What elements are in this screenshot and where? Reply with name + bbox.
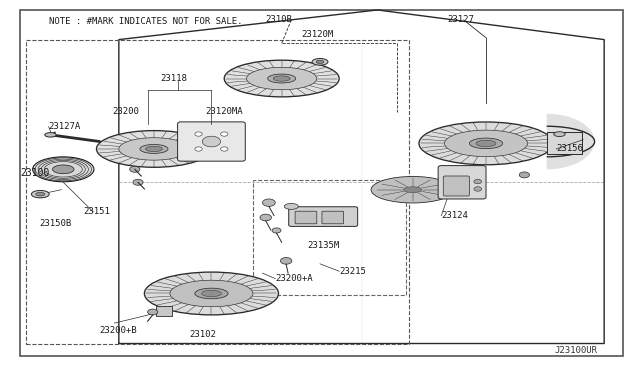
Circle shape [130,166,140,172]
Ellipse shape [316,60,324,64]
Ellipse shape [119,138,189,160]
Circle shape [221,147,228,151]
Ellipse shape [371,176,454,203]
FancyBboxPatch shape [438,166,486,199]
Text: 23200+A: 23200+A [275,274,313,283]
Text: 23120MA: 23120MA [205,108,243,116]
Ellipse shape [145,272,278,315]
Ellipse shape [268,74,296,83]
Circle shape [148,309,158,315]
Text: 23151: 23151 [84,208,111,217]
Ellipse shape [202,136,221,147]
Text: 23215: 23215 [339,267,366,276]
Ellipse shape [195,288,228,299]
Text: NOTE : #MARK INDICATES NOT FOR SALE.: NOTE : #MARK INDICATES NOT FOR SALE. [49,17,242,26]
Text: 23200+B: 23200+B [100,326,138,335]
Ellipse shape [246,67,317,90]
Text: 23156: 23156 [556,144,583,153]
Ellipse shape [476,140,496,147]
Ellipse shape [33,157,94,182]
Text: 23100: 23100 [20,168,49,178]
Circle shape [474,179,481,184]
Ellipse shape [312,58,328,65]
FancyBboxPatch shape [156,306,172,317]
Circle shape [474,187,481,191]
Ellipse shape [284,203,298,209]
Ellipse shape [45,133,56,137]
Circle shape [272,228,281,233]
Text: 23150B: 23150B [39,219,71,228]
Ellipse shape [419,122,553,165]
Circle shape [195,132,202,136]
Text: J23100UR: J23100UR [555,346,598,355]
Text: 23118: 23118 [161,74,188,83]
Ellipse shape [445,130,527,157]
Ellipse shape [140,144,168,153]
Circle shape [519,172,529,178]
FancyBboxPatch shape [547,132,582,154]
Text: 2310B: 2310B [266,15,292,24]
Circle shape [133,179,143,185]
FancyBboxPatch shape [444,176,469,196]
Ellipse shape [36,192,45,196]
Text: 23135M: 23135M [307,241,339,250]
FancyBboxPatch shape [322,211,344,224]
Text: 23127: 23127 [448,15,475,24]
Circle shape [280,257,292,264]
Circle shape [195,147,202,151]
Circle shape [262,199,275,206]
Ellipse shape [469,138,502,149]
Bar [26,39,410,343]
FancyBboxPatch shape [295,211,317,224]
Ellipse shape [224,60,339,97]
Ellipse shape [52,165,74,174]
Ellipse shape [170,280,253,307]
Ellipse shape [202,290,221,296]
Text: 23200: 23200 [113,108,140,116]
Ellipse shape [273,76,290,81]
Text: 23124: 23124 [442,211,468,220]
Ellipse shape [145,146,163,152]
Circle shape [221,132,228,136]
FancyBboxPatch shape [289,207,358,227]
FancyBboxPatch shape [177,122,245,161]
Ellipse shape [554,132,565,137]
Ellipse shape [403,187,422,193]
Text: 23120M: 23120M [301,29,333,39]
Text: 23102: 23102 [189,330,216,339]
Wedge shape [547,114,595,169]
Circle shape [260,214,271,221]
Ellipse shape [31,190,49,198]
Text: 23127A: 23127A [49,122,81,131]
Ellipse shape [97,131,211,167]
Bar [253,180,406,295]
